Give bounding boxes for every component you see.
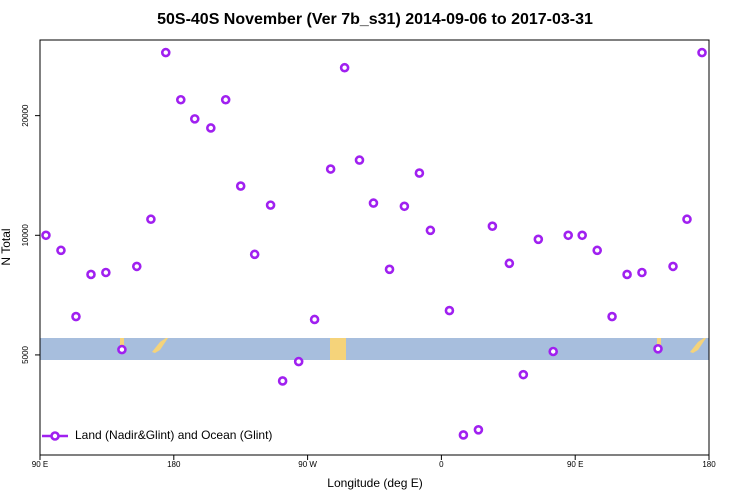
point bbox=[368, 198, 379, 208]
point bbox=[131, 261, 142, 272]
x-tick-label: 90 W bbox=[298, 460, 317, 469]
point bbox=[473, 425, 484, 435]
x-tick-label: 0 bbox=[439, 460, 444, 469]
legend-marker bbox=[50, 431, 60, 441]
point bbox=[249, 249, 260, 260]
point bbox=[277, 376, 288, 386]
point bbox=[607, 311, 617, 322]
x-tick-label: 90 E bbox=[32, 460, 48, 469]
point bbox=[414, 168, 425, 178]
point bbox=[682, 214, 692, 225]
plot-frame bbox=[39, 39, 710, 456]
point bbox=[71, 311, 81, 322]
chart-title: 50S-40S November (Ver 7b_s31) 2014-09-06… bbox=[157, 11, 593, 28]
point bbox=[637, 267, 647, 278]
point bbox=[697, 47, 707, 58]
point bbox=[146, 214, 156, 225]
point bbox=[220, 94, 231, 105]
point bbox=[563, 230, 574, 241]
y-tick-label: 5000 bbox=[21, 345, 30, 363]
point bbox=[117, 344, 127, 355]
point bbox=[309, 314, 320, 325]
point bbox=[206, 123, 216, 133]
point bbox=[189, 114, 200, 124]
point bbox=[293, 356, 304, 367]
point bbox=[325, 164, 336, 174]
point bbox=[354, 155, 365, 165]
point bbox=[504, 258, 515, 269]
point bbox=[518, 369, 529, 380]
legend-label: Land (Nadir&Glint) and Ocean (Glint) bbox=[75, 428, 272, 442]
point bbox=[668, 261, 678, 272]
point bbox=[160, 47, 171, 58]
point bbox=[533, 234, 544, 245]
point bbox=[458, 430, 469, 440]
point bbox=[384, 264, 395, 275]
point bbox=[339, 62, 350, 73]
point bbox=[41, 230, 51, 241]
land-glint bbox=[120, 338, 706, 360]
point bbox=[101, 267, 111, 278]
point bbox=[399, 201, 410, 212]
x-tick-label: 90 E bbox=[567, 460, 583, 469]
point bbox=[444, 305, 455, 316]
point bbox=[653, 344, 663, 354]
point bbox=[175, 94, 186, 105]
point bbox=[592, 245, 603, 256]
point bbox=[265, 200, 276, 210]
x-tick-label: 180 bbox=[702, 460, 716, 469]
x-axis-label: Longitude (deg E) bbox=[327, 476, 422, 490]
point bbox=[622, 269, 632, 280]
y-tick-label: 10000 bbox=[21, 224, 30, 247]
y-axis-label: N Total bbox=[0, 228, 13, 265]
point bbox=[487, 221, 498, 232]
point bbox=[235, 181, 246, 191]
point bbox=[56, 245, 66, 256]
point bbox=[577, 230, 587, 241]
x-tick-label: 180 bbox=[167, 460, 181, 469]
point bbox=[425, 225, 436, 236]
y-tick-label: 20000 bbox=[21, 104, 30, 127]
point bbox=[86, 269, 96, 280]
land-band bbox=[40, 338, 709, 360]
point bbox=[548, 346, 558, 357]
